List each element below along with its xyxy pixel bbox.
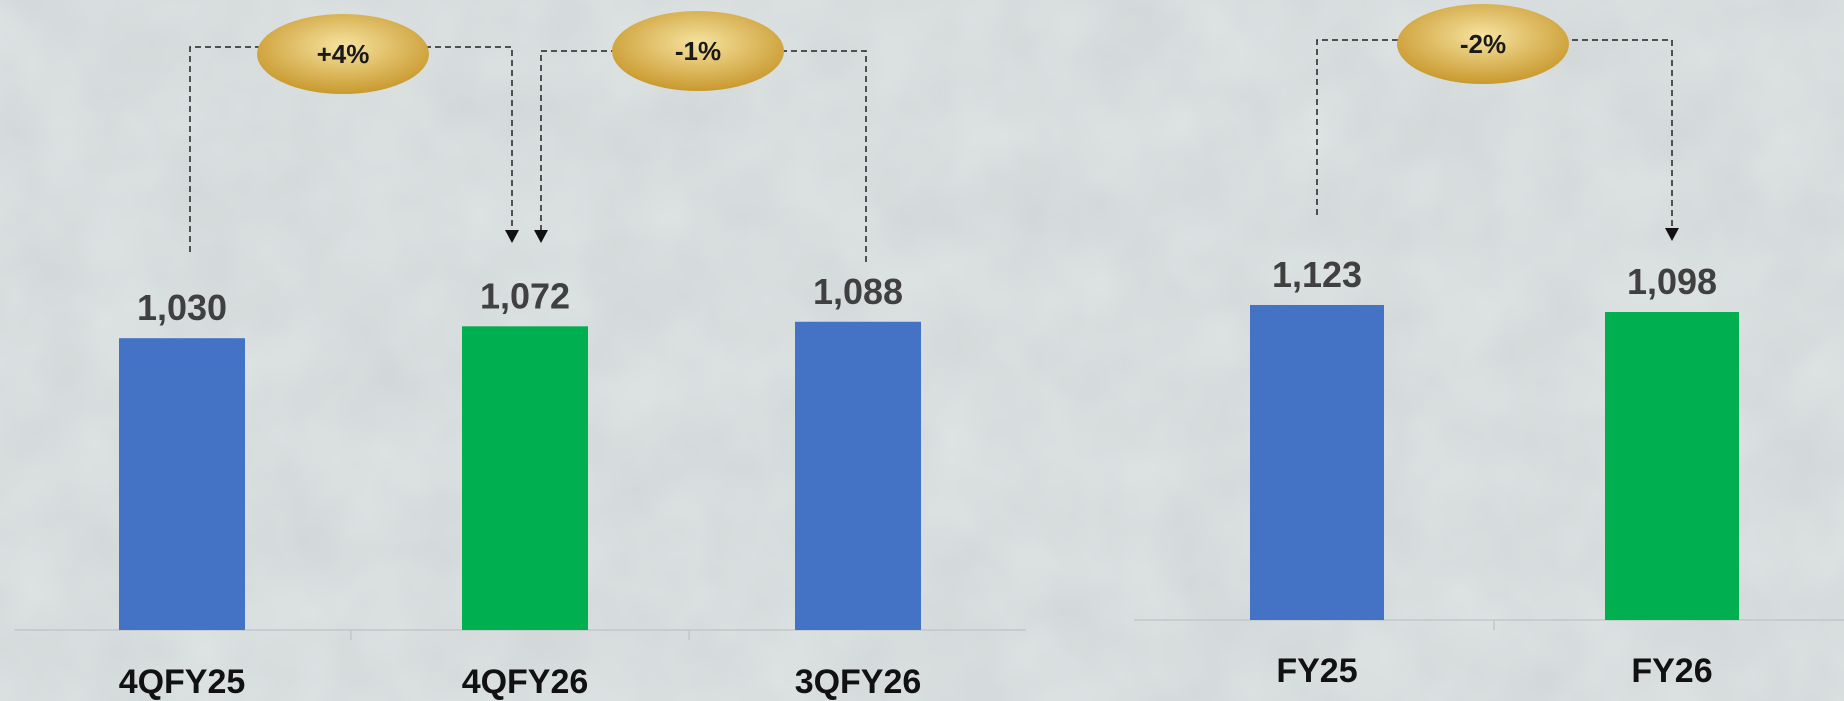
data-label: 1,088 [813,271,903,312]
category-label: 3QFY26 [795,663,922,701]
data-label: 1,030 [137,287,227,328]
arrowhead-down [534,230,548,243]
arrowhead-down [1665,228,1679,241]
arrowhead-down [505,230,519,243]
change-connector-minus2: -2% [1316,4,1679,241]
bar-4qfy25 [119,338,245,630]
category-label: FY26 [1631,652,1712,690]
change-badge-label: -2% [1460,29,1506,59]
bar-fy25 [1250,304,1384,620]
bar-3qfy26 [795,321,921,630]
change-annotations: +4% -1% -2% [189,4,1679,262]
quarterly-chart: 1,030 4QFY25 1,072 4QFY26 1,088 3QFY26 [14,271,1026,701]
change-badge [257,14,429,94]
change-badge [612,11,784,91]
change-connector-plus4: +4% [189,14,519,252]
change-connector-minus1: -1% [534,11,867,262]
category-label: 4QFY25 [119,663,246,701]
data-label: 1,098 [1627,261,1717,302]
change-badge-label: +4% [317,39,370,69]
bar-fy26 [1605,312,1739,620]
change-badge [1397,4,1569,84]
bar-4qfy26 [462,326,588,630]
annual-chart: 1,123 FY25 1,098 FY26 [1134,254,1844,690]
data-label: 1,072 [480,275,570,316]
category-label: FY25 [1276,652,1357,690]
change-badge-label: -1% [675,36,721,66]
data-label: 1,123 [1272,254,1362,295]
category-label: 4QFY26 [462,663,589,701]
